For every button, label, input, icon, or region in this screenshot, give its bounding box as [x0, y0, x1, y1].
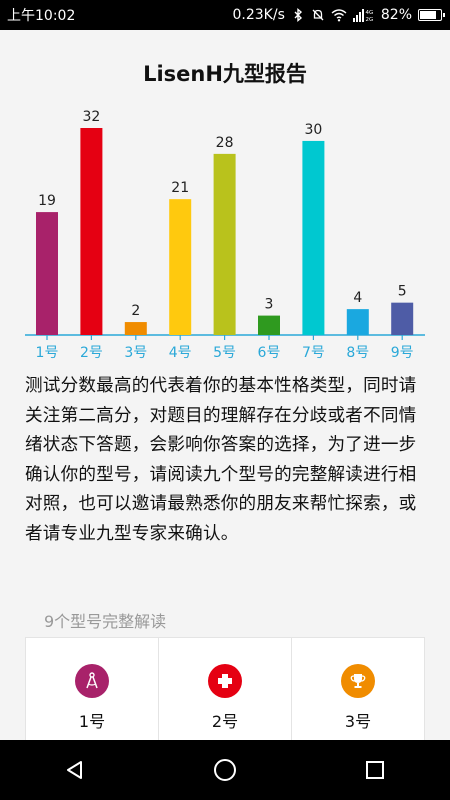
bar-value-label: 19 — [38, 193, 56, 209]
category-label: 1号 — [36, 345, 59, 361]
navigation-bar — [0, 740, 450, 800]
network-speed: 0.23K/s — [232, 7, 285, 23]
compass-icon — [75, 664, 109, 698]
type-label: 1号 — [78, 712, 106, 731]
type-label: 2号 — [211, 712, 239, 731]
bar-3 — [124, 322, 147, 335]
bar-5 — [213, 153, 236, 335]
battery-percent: 82% — [380, 7, 412, 23]
bar-4 — [169, 199, 192, 335]
battery-icon — [418, 9, 445, 21]
back-button[interactable] — [55, 750, 95, 790]
category-label: 7号 — [302, 345, 325, 361]
bar-value-label: 30 — [304, 122, 322, 138]
status-time: 上午10:02 — [7, 8, 76, 24]
report-content: LisenH九型报告 19 1号 32 2号 2 3号 21 4号 28 5号 3 6号 30 7号 4 8号… — [0, 30, 450, 747]
bar-6 — [258, 315, 280, 335]
type-cell-1[interactable]: 1号 — [26, 638, 159, 746]
score-bar-chart: 19 1号 32 2号 2 3号 21 4号 28 5号 3 6号 30 7号 4 8号 5 9号 — [25, 109, 425, 361]
status-icons: 0.23K/s 4G 2G 82% — [232, 7, 445, 23]
back-icon — [67, 761, 82, 779]
recents-button[interactable] — [355, 750, 395, 790]
bar-value-label: 4 — [353, 290, 362, 306]
battery-fill — [420, 11, 436, 19]
type-grid: 1号 2号 3号 — [25, 637, 425, 747]
bar-value-label: 3 — [265, 297, 274, 313]
page-title: LisenH九型报告 — [143, 62, 307, 86]
bar-value-label: 28 — [216, 135, 234, 151]
bar-7 — [302, 140, 325, 335]
bar-1 — [36, 212, 58, 335]
category-label: 2号 — [80, 345, 103, 361]
category-label: 6号 — [258, 345, 281, 361]
recents-icon — [366, 761, 384, 779]
bar-value-label: 21 — [171, 180, 189, 196]
status-bar: 上午10:02 0.23K/s 4G 2G 82% — [0, 0, 450, 30]
bar-value-label: 2 — [131, 303, 140, 319]
home-icon — [214, 759, 236, 781]
bar-value-label: 32 — [82, 109, 100, 125]
signal-icon: 4G 2G — [352, 9, 373, 22]
bluetooth-icon — [294, 8, 302, 22]
bar-value-label: 5 — [398, 284, 407, 300]
bar-8 — [346, 309, 369, 335]
type-cell-3[interactable]: 3号 — [292, 638, 424, 746]
category-label: 3号 — [124, 345, 147, 361]
category-label: 8号 — [346, 345, 369, 361]
medical-cross-icon — [208, 664, 242, 698]
svg-text:4G: 4G — [365, 10, 373, 16]
type-cell-2[interactable]: 2号 — [159, 638, 292, 746]
report-description: 测试分数最高的代表着你的基本性格类型，同时请关注第二高分，对题目的理解存在分歧或… — [25, 376, 417, 544]
home-button[interactable] — [205, 750, 245, 790]
bar-2 — [80, 128, 103, 335]
svg-text:2G: 2G — [365, 17, 373, 22]
category-label: 9号 — [391, 345, 414, 361]
bar-9 — [391, 302, 414, 335]
type-label: 3号 — [344, 712, 372, 731]
mute-icon — [312, 9, 324, 21]
section-label: 9个型号完整解读 — [44, 612, 167, 631]
trophy-icon — [341, 664, 375, 698]
category-label: 4号 — [169, 345, 192, 361]
wifi-icon — [331, 9, 347, 22]
category-label: 5号 — [213, 345, 236, 361]
